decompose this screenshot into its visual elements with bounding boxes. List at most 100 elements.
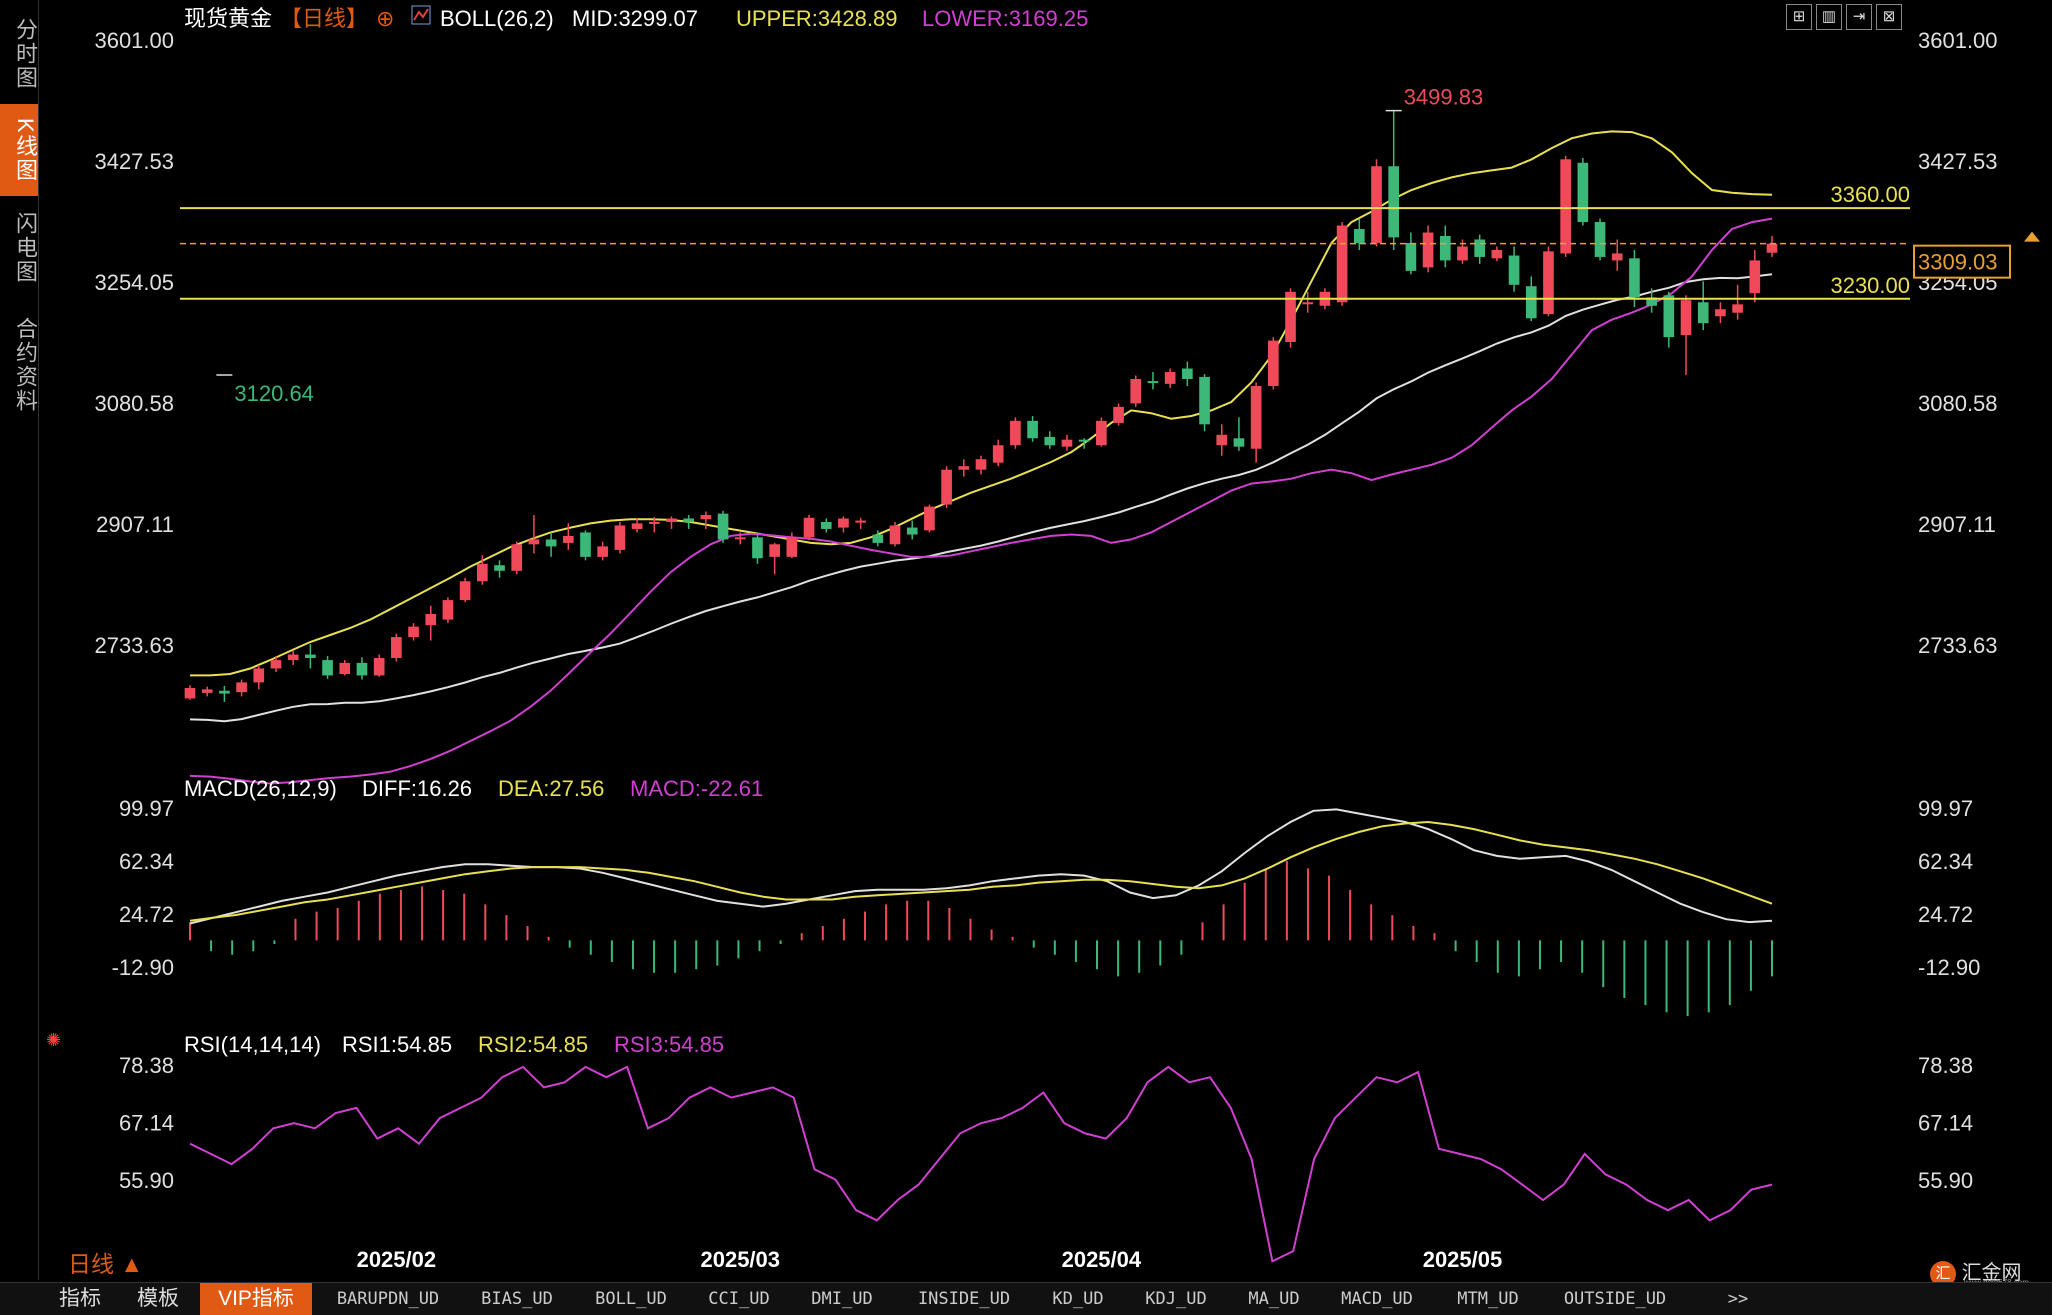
candle-body: [1371, 166, 1382, 243]
candle-body: [666, 518, 677, 522]
tab-more[interactable]: >>: [1727, 1289, 1749, 1309]
candle-body: [1096, 420, 1107, 446]
candle-body: [528, 539, 540, 545]
candle-body: [373, 657, 385, 676]
period-selector[interactable]: 日线 ▲: [68, 1251, 143, 1277]
period-tag: 【日线】: [280, 6, 368, 31]
candle-body: [1130, 378, 1142, 404]
macd-tick-right: 99.97: [1918, 796, 1973, 821]
export-icon[interactable]: ⇥: [1846, 4, 1872, 30]
candle-body: [1560, 159, 1571, 254]
candle-body: [476, 563, 488, 582]
macd-tick-left: 99.97: [119, 796, 174, 821]
candle-body: [941, 469, 952, 505]
tab-inside[interactable]: INSIDE_UD: [917, 1289, 1011, 1309]
candle-body: [906, 527, 918, 535]
candle-body: [1233, 438, 1245, 447]
price-tick-left: 3254.05: [94, 270, 174, 295]
candle-body: [1732, 304, 1743, 313]
period-switch-icon[interactable]: ⊕: [376, 6, 394, 31]
macd-diff-label: DIFF:16.26: [362, 776, 472, 801]
candle-body: [631, 523, 643, 529]
tab-bias[interactable]: BIAS_UD: [481, 1289, 553, 1309]
macd-panel: 99.97 99.97 62.34 62.34 24.72 24.72 -12.90 -12.…: [112, 796, 1980, 1016]
candle-body: [287, 654, 299, 661]
price-tick-left: 3080.58: [94, 391, 174, 416]
chart-canvas: 现货黄金 【日线】 ⊕ BOLL(26,2) MID:3299.07 UPPER…: [46, 5, 2040, 1277]
tab-k-line-chart[interactable]: K线图: [0, 104, 38, 196]
tab-template[interactable]: 模板: [137, 1287, 179, 1310]
rsi-panel: 78.38 78.38 67.14 67.14 55.90 55.90: [119, 1053, 1973, 1263]
macd-title: MACD(26,12,9): [184, 776, 337, 801]
rsi-tick-right: 78.38: [1918, 1053, 1973, 1078]
tab-kd[interactable]: KD_UD: [1052, 1289, 1104, 1309]
low-label: 3120.64: [234, 381, 314, 406]
candle-body: [511, 544, 523, 571]
candle-body: [442, 600, 454, 620]
rsi-tick-right: 67.14: [1918, 1111, 1973, 1136]
price-tick-right: 3080.58: [1918, 391, 1998, 416]
rsi-tick-left: 78.38: [119, 1053, 174, 1078]
candle-body: [872, 534, 884, 543]
tab-indicator[interactable]: 指标: [59, 1287, 101, 1310]
candle-body: [270, 660, 282, 669]
candle-body: [1147, 381, 1159, 384]
candle-body: [1525, 286, 1537, 319]
x-axis-label: 2025/03: [700, 1247, 780, 1272]
candle-body: [1010, 420, 1021, 446]
tab-contract-info[interactable]: 合约资料: [13, 317, 38, 413]
candle-body: [1629, 258, 1640, 298]
current-price-box: [1913, 244, 2011, 279]
candle-body: [1474, 239, 1486, 257]
candle-body: [700, 515, 712, 520]
tab-macd[interactable]: MACD_UD: [1341, 1289, 1413, 1309]
rsi-settings-icon[interactable]: ✺: [46, 1030, 61, 1050]
candle-body: [734, 537, 746, 540]
indicator-tab-bar: 指标 模板 VIP指标 BARUPDN_UD BIAS_UD BOLL_UD C…: [0, 1282, 2052, 1315]
boll-lower-line: [189, 217, 1773, 785]
rsi-line: [189, 1065, 1773, 1263]
candle-body: [305, 654, 316, 658]
x-axis-label: 2025/02: [357, 1247, 437, 1272]
candle-body: [786, 537, 798, 557]
candle-body: [562, 535, 574, 543]
boll-mid-label: MID:3299.07: [572, 6, 698, 31]
candle-body: [1353, 229, 1365, 243]
tab-flash-chart[interactable]: 闪电图: [13, 212, 38, 284]
tab-vip-indicator[interactable]: VIP指标: [200, 1283, 312, 1315]
candle-body: [1044, 436, 1056, 446]
tab-outside[interactable]: OUTSIDE_UD: [1563, 1289, 1667, 1309]
candle-body: [1388, 166, 1400, 238]
tab-kdj[interactable]: KDJ_UD: [1145, 1289, 1207, 1309]
tab-boll[interactable]: BOLL_UD: [595, 1289, 667, 1309]
grid-icon[interactable]: ⊞: [1786, 4, 1812, 30]
close-box-icon[interactable]: ⊠: [1876, 4, 1902, 30]
candle-body: [1078, 439, 1090, 442]
candle-body: [597, 546, 609, 557]
boll-name: BOLL(26,2): [440, 6, 554, 31]
rsi3-label: RSI3:54.85: [614, 1032, 724, 1057]
tab-ma[interactable]: MA_UD: [1248, 1289, 1300, 1309]
chart-bars-icon[interactable]: ▥: [1816, 4, 1842, 30]
candle-body: [339, 662, 351, 675]
candle-body: [1594, 222, 1606, 257]
candle-body: [459, 581, 471, 601]
tab-cci[interactable]: CCI_UD: [708, 1289, 770, 1309]
price-tick-right: 3601.00: [1918, 28, 1998, 53]
candle-body: [1543, 251, 1554, 315]
candle-body: [1457, 246, 1468, 261]
macd-dea-line: [189, 820, 1773, 922]
macd-value-label: MACD:-22.61: [630, 776, 763, 801]
macd-dea-label: DEA:27.56: [498, 776, 604, 801]
tab-barupdn[interactable]: BARUPDN_UD: [336, 1289, 440, 1309]
x-axis: 2025/02 2025/03 2025/04 2025/05: [357, 1247, 1503, 1272]
candle-body: [769, 544, 780, 557]
indicator-chart-icon[interactable]: [411, 5, 431, 25]
candle-body: [425, 614, 437, 626]
tab-time-chart[interactable]: 分时图: [13, 18, 38, 90]
candle-body: [1646, 297, 1657, 306]
tab-dmi[interactable]: DMI_UD: [811, 1289, 873, 1309]
tab-mtm[interactable]: MTM_UD: [1457, 1289, 1519, 1309]
macd-tick-right: 24.72: [1918, 902, 1973, 927]
